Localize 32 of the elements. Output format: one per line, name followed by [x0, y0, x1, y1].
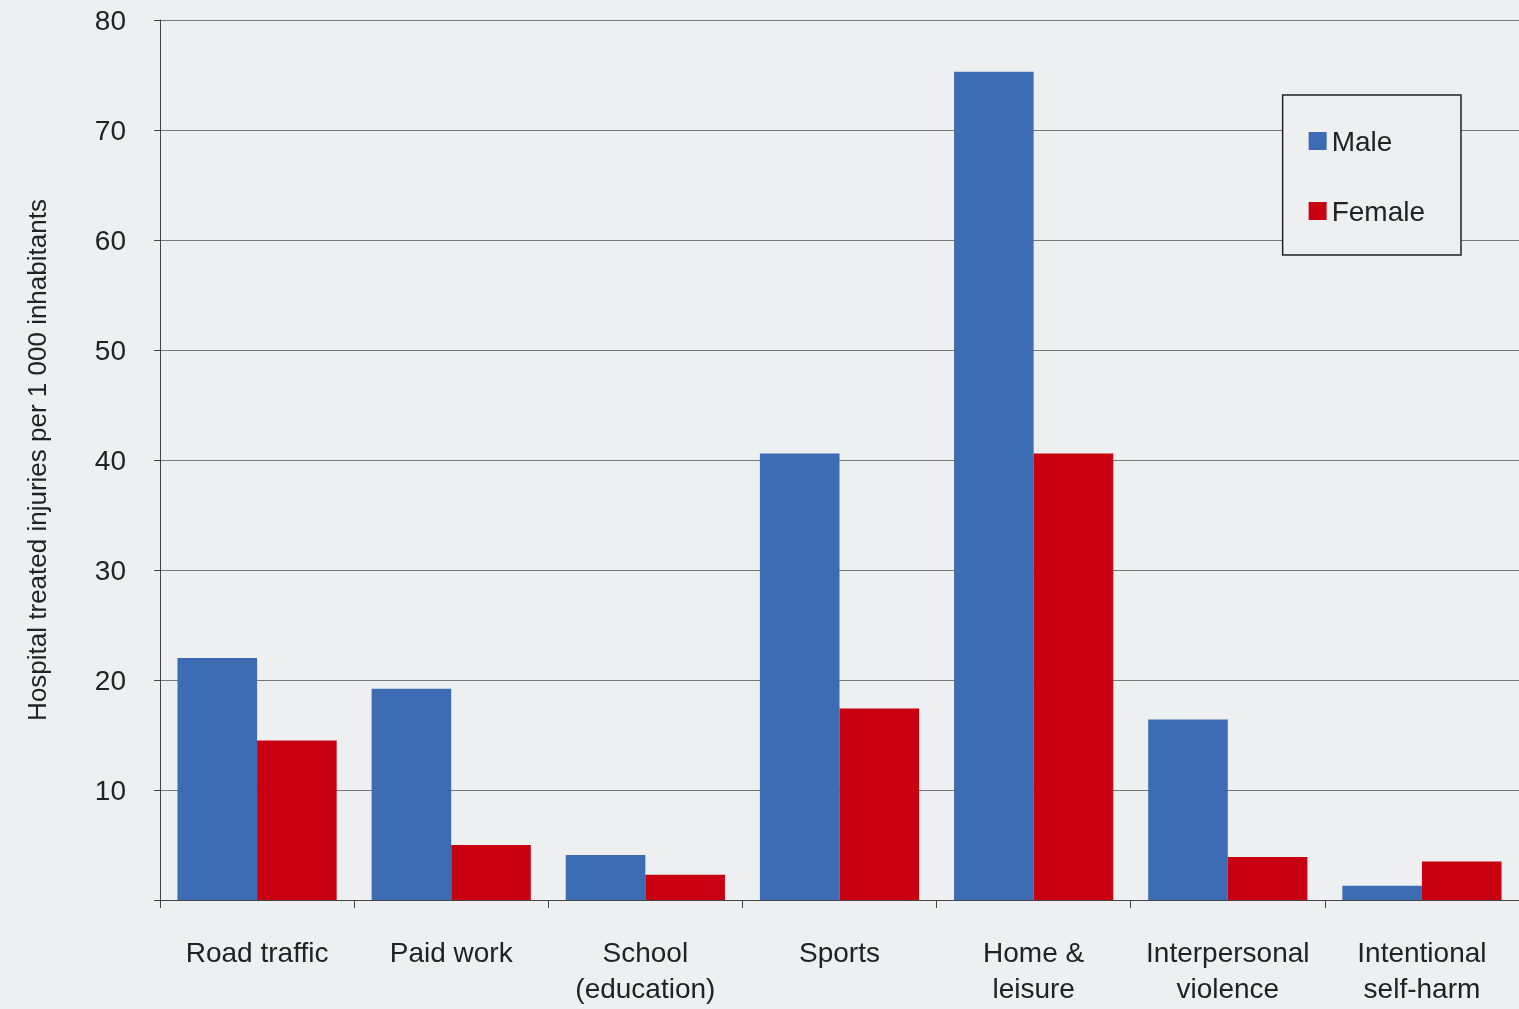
y-tick-label: 80: [94, 4, 126, 36]
bar: [954, 71, 1034, 900]
bar: [177, 658, 258, 900]
bar: [371, 688, 452, 900]
y-tick-label: 20: [94, 664, 126, 696]
bar: [759, 453, 840, 900]
legend-label: Female: [1331, 195, 1426, 227]
x-tick-label: Interpersonal violence: [1146, 936, 1310, 1004]
bar: [1421, 861, 1502, 900]
bar: [565, 854, 646, 900]
x-tick-label: Road traffic: [185, 936, 329, 968]
x-tick-label: Home & leisure: [983, 936, 1085, 1004]
y-axis-title: Hospital treated injuries per 1 000 inhabitants: [22, 199, 52, 721]
y-tick-label: 40: [94, 444, 126, 476]
bar: [1342, 885, 1422, 900]
x-tick-label: Sports: [799, 936, 880, 968]
bar: [645, 874, 725, 900]
bar: [451, 845, 531, 900]
bar: [1033, 453, 1114, 900]
y-tick-label: 60: [94, 224, 126, 256]
y-tick-label: 30: [94, 554, 126, 586]
bar: [257, 740, 337, 900]
bar: [839, 708, 920, 900]
y-tick-label: 10: [94, 774, 126, 806]
x-tick-label: Intentional self-harm: [1357, 936, 1487, 1004]
y-tick-label: 50: [94, 334, 126, 366]
x-tick-label: Paid work: [389, 936, 514, 968]
bar: [1148, 719, 1228, 900]
bar: [1227, 857, 1308, 900]
y-tick-label: 70: [94, 114, 126, 146]
legend-label: Male: [1331, 125, 1393, 157]
x-tick-label: School (education): [575, 936, 716, 1004]
